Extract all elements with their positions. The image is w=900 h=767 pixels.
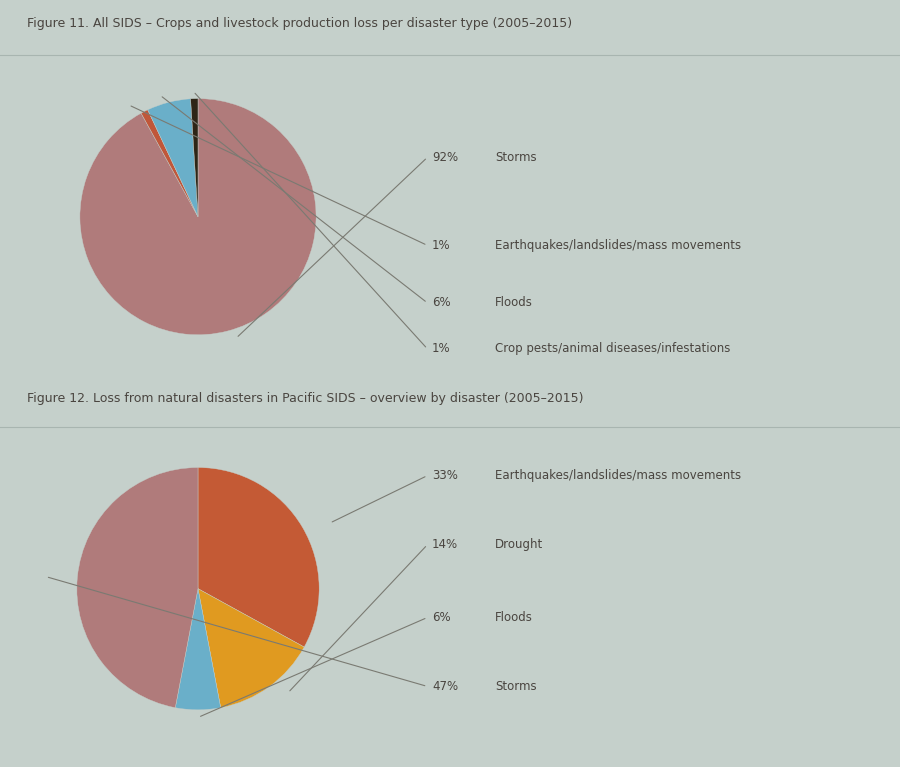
- Wedge shape: [80, 98, 316, 334]
- Text: 47%: 47%: [432, 680, 458, 693]
- Text: Drought: Drought: [495, 538, 544, 551]
- Wedge shape: [76, 467, 198, 708]
- Text: 14%: 14%: [432, 538, 458, 551]
- Wedge shape: [198, 467, 320, 647]
- Text: 33%: 33%: [432, 469, 458, 482]
- Wedge shape: [198, 589, 304, 708]
- Text: 6%: 6%: [432, 611, 451, 624]
- Text: Floods: Floods: [495, 297, 533, 309]
- Text: Floods: Floods: [495, 611, 533, 624]
- Wedge shape: [191, 98, 198, 217]
- Text: 1%: 1%: [432, 343, 451, 355]
- Wedge shape: [176, 589, 220, 710]
- Wedge shape: [141, 110, 198, 217]
- Text: Crop pests/animal diseases/infestations: Crop pests/animal diseases/infestations: [495, 343, 731, 355]
- Text: Figure 12. Loss from natural disasters in Pacific SIDS – overview by disaster (2: Figure 12. Loss from natural disasters i…: [27, 392, 583, 405]
- Text: Earthquakes/landslides/mass movements: Earthquakes/landslides/mass movements: [495, 469, 741, 482]
- Text: Figure 11. All SIDS – Crops and livestock production loss per disaster type (200: Figure 11. All SIDS – Crops and livestoc…: [27, 17, 572, 29]
- Text: Earthquakes/landslides/mass movements: Earthquakes/landslides/mass movements: [495, 239, 741, 252]
- Text: 92%: 92%: [432, 151, 458, 163]
- Wedge shape: [148, 99, 198, 217]
- Text: 1%: 1%: [432, 239, 451, 252]
- Text: 6%: 6%: [432, 297, 451, 309]
- Text: Storms: Storms: [495, 151, 536, 163]
- Text: Storms: Storms: [495, 680, 536, 693]
